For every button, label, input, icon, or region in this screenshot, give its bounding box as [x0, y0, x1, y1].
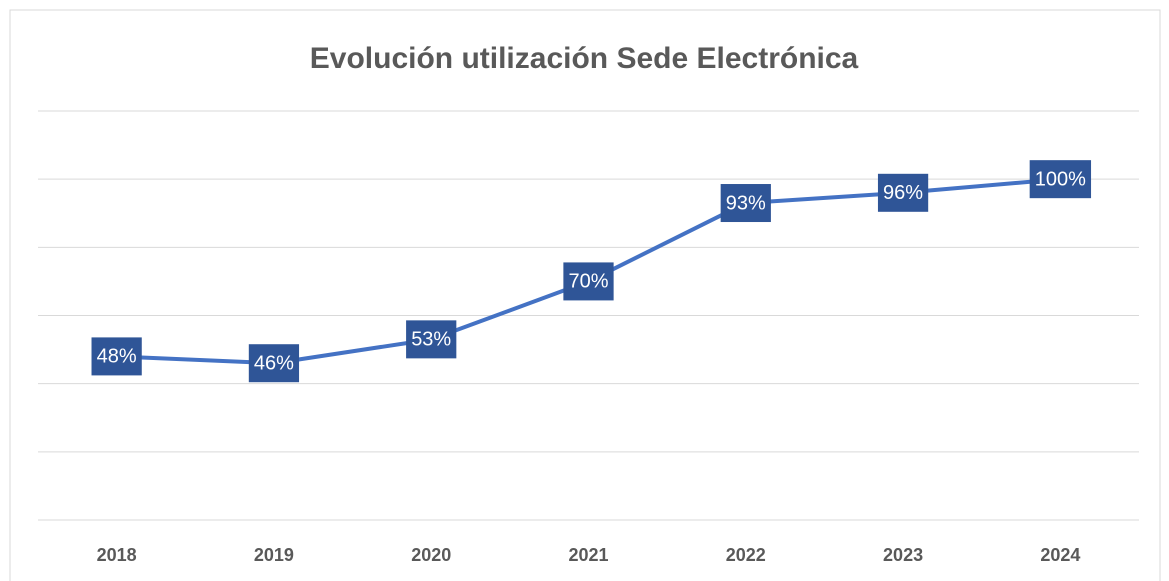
data-label-box	[91, 337, 142, 376]
x-tick-label: 2024	[1040, 545, 1080, 565]
data-label-text: 46%	[254, 352, 294, 374]
data-label: 93%	[720, 184, 771, 223]
data-label-box	[563, 262, 614, 301]
x-tick-label: 2021	[568, 545, 608, 565]
data-label-text: 70%	[568, 271, 608, 293]
data-label-box	[1029, 160, 1092, 199]
data-label: 96%	[877, 173, 929, 212]
x-tick-label: 2018	[97, 545, 137, 565]
data-label: 70%	[563, 262, 614, 301]
data-label-box	[877, 173, 929, 212]
data-label-box	[406, 320, 457, 359]
x-tick-label: 2022	[726, 545, 766, 565]
x-tick-label: 2019	[254, 545, 294, 565]
x-tick-label: 2023	[883, 545, 923, 565]
data-label: 46%	[248, 344, 300, 383]
data-label-text: 96%	[883, 182, 923, 204]
data-label-text: 48%	[97, 346, 137, 368]
data-label-text: 53%	[411, 329, 451, 351]
data-label-box	[248, 344, 300, 383]
grid	[38, 110, 1139, 521]
data-label-text: 100%	[1035, 168, 1086, 190]
data-label: 100%	[1029, 160, 1092, 199]
chart-title: Evolución utilización Sede Electrónica	[310, 42, 859, 75]
data-label-box	[720, 184, 771, 223]
data-label: 48%	[91, 337, 142, 376]
x-tick-label: 2020	[411, 545, 451, 565]
data-label-text: 93%	[726, 192, 766, 214]
data-label: 53%	[406, 320, 457, 359]
